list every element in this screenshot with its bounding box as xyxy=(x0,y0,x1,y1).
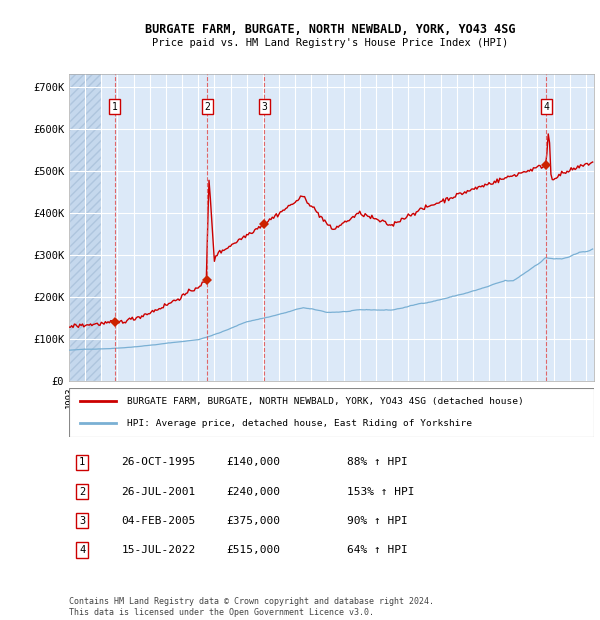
Text: 1: 1 xyxy=(79,458,85,467)
Text: £515,000: £515,000 xyxy=(227,545,281,555)
Text: Price paid vs. HM Land Registry's House Price Index (HPI): Price paid vs. HM Land Registry's House … xyxy=(152,38,508,48)
Text: £240,000: £240,000 xyxy=(227,487,281,497)
Text: 26-OCT-1995: 26-OCT-1995 xyxy=(121,458,196,467)
Text: BURGATE FARM, BURGATE, NORTH NEWBALD, YORK, YO43 4SG (detached house): BURGATE FARM, BURGATE, NORTH NEWBALD, YO… xyxy=(127,397,523,406)
Text: £375,000: £375,000 xyxy=(227,516,281,526)
Text: Contains HM Land Registry data © Crown copyright and database right 2024.
This d: Contains HM Land Registry data © Crown c… xyxy=(69,598,434,617)
Text: 2: 2 xyxy=(79,487,85,497)
Text: £140,000: £140,000 xyxy=(227,458,281,467)
Text: HPI: Average price, detached house, East Riding of Yorkshire: HPI: Average price, detached house, East… xyxy=(127,418,472,428)
Text: 1: 1 xyxy=(112,102,118,112)
Text: 04-FEB-2005: 04-FEB-2005 xyxy=(121,516,196,526)
Text: BURGATE FARM, BURGATE, NORTH NEWBALD, YORK, YO43 4SG: BURGATE FARM, BURGATE, NORTH NEWBALD, YO… xyxy=(145,24,515,36)
Text: 90% ↑ HPI: 90% ↑ HPI xyxy=(347,516,408,526)
Text: 3: 3 xyxy=(262,102,267,112)
Text: 26-JUL-2001: 26-JUL-2001 xyxy=(121,487,196,497)
Text: 64% ↑ HPI: 64% ↑ HPI xyxy=(347,545,408,555)
Text: 3: 3 xyxy=(79,516,85,526)
Text: 153% ↑ HPI: 153% ↑ HPI xyxy=(347,487,415,497)
Bar xyxy=(69,74,101,381)
Text: 15-JUL-2022: 15-JUL-2022 xyxy=(121,545,196,555)
Text: 4: 4 xyxy=(543,102,549,112)
Text: 4: 4 xyxy=(79,545,85,555)
Text: 2: 2 xyxy=(205,102,211,112)
Text: 88% ↑ HPI: 88% ↑ HPI xyxy=(347,458,408,467)
